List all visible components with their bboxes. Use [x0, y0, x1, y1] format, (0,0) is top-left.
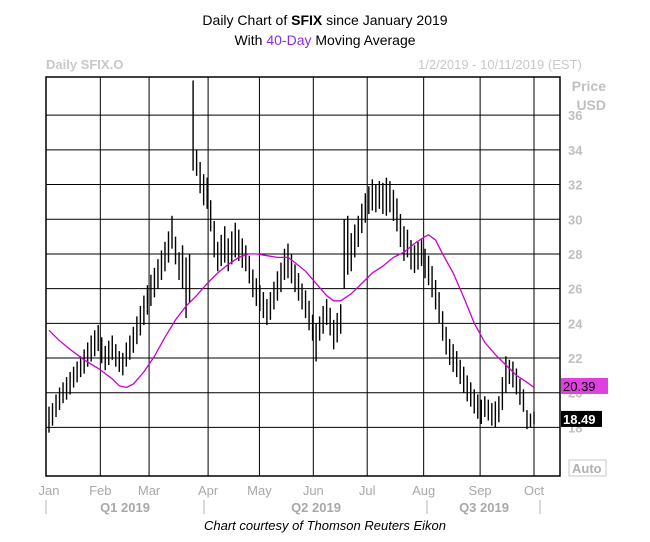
x-month-label: Mar: [138, 483, 161, 498]
plot-frame: [45, 76, 561, 477]
y-tick-label: 22: [568, 351, 582, 366]
auto-button-label: Auto: [572, 461, 602, 476]
y-tick-label: 32: [568, 178, 582, 193]
axes: 18202224262830323436JanFebMarAprMayJunJu…: [39, 108, 607, 515]
date-range-label: 1/2/2019 - 10/11/2019 (EST): [418, 57, 582, 72]
series-label: Daily SFIX.O: [46, 57, 124, 72]
x-month-label: Jul: [359, 483, 376, 498]
x-month-label: Aug: [412, 483, 435, 498]
price-value-text: 18.49: [563, 412, 596, 427]
chart-title: Daily Chart of SFIX since January 2019: [202, 12, 448, 28]
y-tick-label: 26: [568, 282, 582, 297]
value-tags: 20.39 18.49: [561, 377, 608, 427]
x-quarter-label: Q3 2019: [459, 500, 509, 515]
y-axis-title-usd: USD: [576, 97, 606, 113]
y-tick-label: 24: [568, 316, 583, 331]
x-month-label: Oct: [524, 483, 545, 498]
auto-scale-control: Auto: [568, 459, 607, 477]
x-month-label: Jan: [39, 483, 60, 498]
x-quarter-label: Q2 2019: [291, 500, 341, 515]
ma-value-text: 20.39: [563, 379, 596, 394]
y-tick-label: 30: [568, 212, 582, 227]
subtitle-ma-label: 40-Day: [266, 32, 312, 48]
y-tick-label: 28: [568, 247, 582, 262]
x-month-label: Jun: [303, 483, 324, 498]
ma-value-tag: [561, 377, 608, 394]
chart-subtitle: With 40-Day Moving Average: [234, 32, 416, 48]
chart-credit: Chart courtesy of Thomson Reuters Eikon: [203, 518, 447, 533]
price-value-tag: [561, 410, 602, 427]
ma-line: [48, 234, 535, 389]
y-axis-title-price: Price: [571, 78, 606, 94]
auto-button-frame: [568, 459, 607, 477]
x-quarter-label: Q1 2019: [100, 500, 150, 515]
y-tick-label: 34: [568, 143, 583, 158]
x-month-label: Apr: [198, 483, 219, 498]
x-month-label: Sep: [469, 483, 492, 498]
x-month-label: Feb: [89, 483, 111, 498]
title-ticker: SFIX: [291, 12, 323, 28]
grid: [45, 76, 561, 477]
price-bars: [48, 80, 535, 433]
y-tick-label: 36: [568, 108, 582, 123]
x-month-label: May: [247, 483, 272, 498]
ma-line-path: [48, 234, 535, 389]
